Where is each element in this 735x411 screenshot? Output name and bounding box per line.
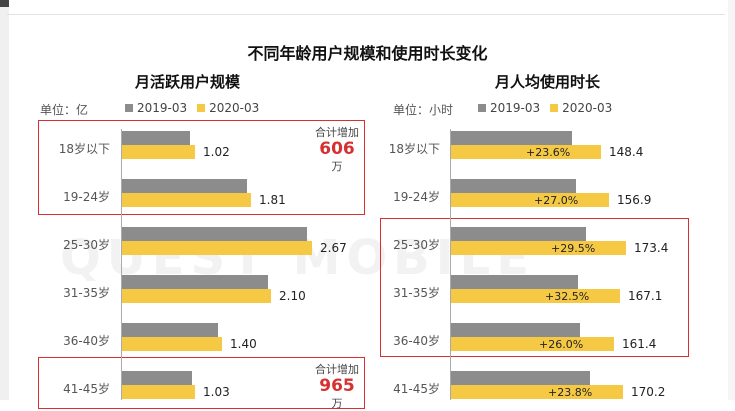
bar-202003-2 <box>451 241 626 255</box>
value-label: 2.67 <box>320 241 347 255</box>
callout-unit: 万 <box>331 397 343 410</box>
legend-item-2019-right: 2019-03 <box>478 101 540 115</box>
bar-201903-1 <box>122 179 247 193</box>
category-label: 25-30岁 <box>393 238 440 252</box>
bar-202003-5 <box>451 385 623 399</box>
category-axis-line <box>121 129 122 400</box>
callout-label: 合计增加 <box>315 126 359 139</box>
value-label: 156.9 <box>617 193 652 207</box>
bar-202003-4 <box>451 337 614 351</box>
category-label: 36-40岁 <box>393 334 440 348</box>
legend-swatch-2020 <box>197 104 206 112</box>
bar-202003-5 <box>122 385 195 399</box>
callout-value: 606 <box>319 139 355 159</box>
bar-202003-1 <box>451 193 609 207</box>
left-legend: 2019-03 2020-03 <box>125 101 269 115</box>
value-label: 1.40 <box>230 337 257 351</box>
left-edge-chip <box>0 0 9 7</box>
legend-label-2020: 2020-03 <box>209 101 260 115</box>
bar-202003-4 <box>122 337 222 351</box>
growth-label: +26.0% <box>539 338 584 351</box>
left-highlight-box-top <box>38 120 365 215</box>
page-title: 不同年龄用户规模和使用时长变化 <box>247 44 488 63</box>
category-label: 25-30岁 <box>63 238 110 252</box>
category-label: 41-45岁 <box>393 382 440 396</box>
right-edge-strip <box>728 0 735 400</box>
category-label: 18岁以下 <box>58 142 110 156</box>
right-legend: 2019-03 2020-03 <box>478 101 622 115</box>
value-label: 161.4 <box>622 337 657 351</box>
callout-total-increase-top: 合计增加 606 万 <box>307 124 367 174</box>
growth-label: +27.0% <box>534 194 579 207</box>
value-label: 148.4 <box>609 145 644 159</box>
category-label: 19-24岁 <box>393 190 440 204</box>
bar-201903-4 <box>451 323 580 337</box>
growth-label: +29.5% <box>551 242 596 255</box>
left-unit-label: 单位：亿 <box>40 103 89 117</box>
value-label: 170.2 <box>631 385 666 399</box>
value-label: 1.02 <box>203 145 230 159</box>
legend-item-2020-right: 2020-03 <box>550 101 612 115</box>
legend-item-2020: 2020-03 <box>197 101 259 115</box>
value-label: 173.4 <box>634 241 669 255</box>
bar-201903-2 <box>451 227 586 241</box>
bar-202003-3 <box>122 289 271 303</box>
legend-label-2019: 2019-03 <box>137 101 188 115</box>
category-axis-line <box>450 129 451 400</box>
bar-201903-5 <box>122 371 192 385</box>
callout-value: 965 <box>319 376 355 396</box>
bar-201903-1 <box>451 179 576 193</box>
value-label: 1.81 <box>259 193 286 207</box>
top-divider <box>7 14 725 15</box>
callout-total-increase-bottom: 合计增加 965 万 <box>307 361 367 411</box>
growth-label: +32.5% <box>545 290 590 303</box>
category-label: 31-35岁 <box>63 286 110 300</box>
legend-label-2019-right: 2019-03 <box>490 101 541 115</box>
bar-202003-0 <box>451 145 601 159</box>
bar-202003-0 <box>122 145 195 159</box>
bar-201903-5 <box>451 371 590 385</box>
left-edge-strip <box>0 0 9 400</box>
legend-swatch-2019-right <box>478 104 486 112</box>
right-highlight-box <box>380 218 689 357</box>
bar-201903-2 <box>122 227 307 241</box>
left-chart-title: 月活跃用户规模 <box>135 73 241 91</box>
growth-label: +23.6% <box>526 146 571 159</box>
legend-item-2019: 2019-03 <box>125 101 187 115</box>
value-label: 167.1 <box>628 289 663 303</box>
bar-202003-3 <box>451 289 620 303</box>
category-label: 36-40岁 <box>63 334 110 348</box>
growth-label: +23.8% <box>548 386 593 399</box>
category-label: 18岁以下 <box>388 142 440 156</box>
bar-201903-3 <box>122 275 268 289</box>
category-label: 31-35岁 <box>393 286 440 300</box>
category-label: 19-24岁 <box>63 190 110 204</box>
bar-201903-3 <box>451 275 578 289</box>
legend-swatch-2020-right <box>550 104 559 112</box>
bar-201903-4 <box>122 323 218 337</box>
value-label: 1.03 <box>203 385 230 399</box>
right-unit-label: 单位：小时 <box>393 103 454 117</box>
bar-202003-1 <box>122 193 251 207</box>
legend-swatch-2019 <box>125 104 133 112</box>
bar-201903-0 <box>122 131 190 145</box>
callout-label: 合计增加 <box>315 363 359 376</box>
category-label: 41-45岁 <box>63 382 110 396</box>
callout-unit: 万 <box>331 160 343 173</box>
right-chart-title: 月人均使用时长 <box>495 73 601 91</box>
legend-label-2020-right: 2020-03 <box>562 101 613 115</box>
bar-201903-0 <box>451 131 572 145</box>
bar-202003-2 <box>122 241 312 255</box>
value-label: 2.10 <box>279 289 306 303</box>
